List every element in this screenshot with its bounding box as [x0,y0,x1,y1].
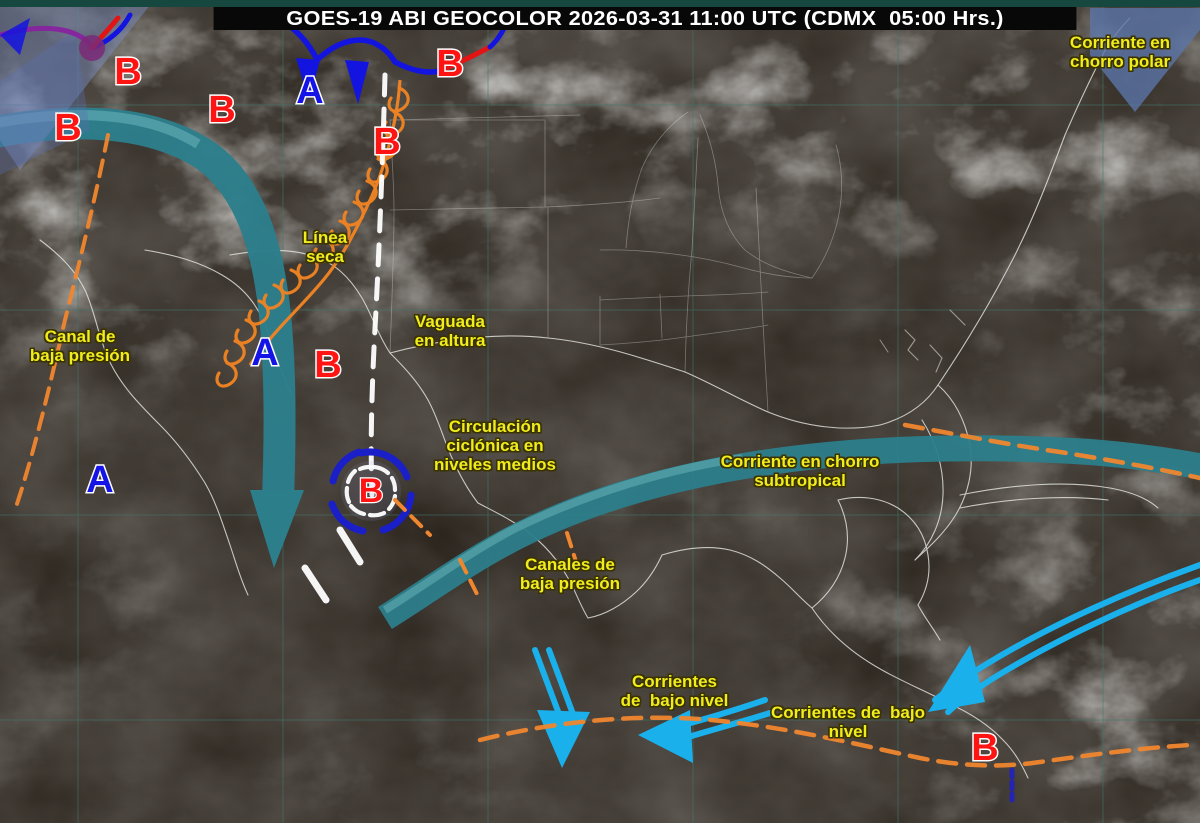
svg-text:B: B [373,121,400,163]
svg-text:B: B [971,727,998,769]
svg-text:B: B [114,51,141,93]
svg-text:B: B [436,43,463,85]
svg-text:A: A [251,332,278,374]
svg-text:B: B [314,344,341,386]
svg-text:B: B [208,89,235,131]
svg-text:B: B [359,472,384,510]
svg-text:A: A [86,459,113,501]
svg-text:B: B [54,107,81,149]
svg-text:A: A [296,70,323,112]
